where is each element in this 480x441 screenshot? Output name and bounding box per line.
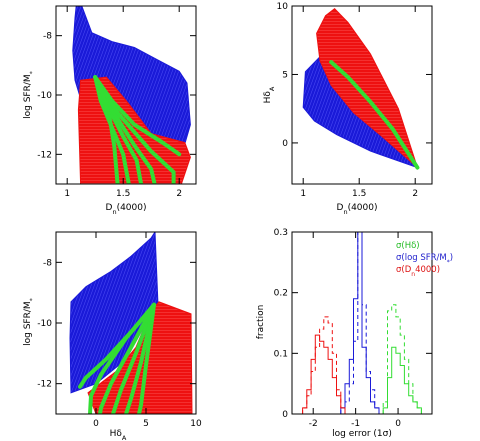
- xlabel-n: n: [343, 208, 347, 216]
- frame-top-right: [291, 5, 433, 185]
- panel-top-right: 1 1.5 2 0 5 10 Dn(4000) HδA: [263, 2, 433, 216]
- xtick-label-bottom-right-2: 0: [395, 419, 401, 429]
- ylabel-hd: Hδ: [263, 91, 273, 104]
- hist-red-solid: [302, 334, 346, 414]
- track-top-right-0: [329, 60, 420, 170]
- panel-top-right-ylabel: HδA: [263, 86, 276, 103]
- panel-bottom-left-plot: [69, 232, 193, 414]
- panel-top-left-marks: [72, 6, 191, 184]
- legend-dn-n: n: [411, 271, 415, 278]
- ytick-label-top-left-0: -12: [37, 150, 52, 160]
- ytick-label-top-right-2: 10: [277, 2, 289, 12]
- ytick-label-top-left-1: -10: [37, 91, 52, 101]
- panel-bottom-right-ylabel: fraction: [256, 305, 266, 340]
- xtick-label-top-left-1: 1.5: [116, 189, 130, 199]
- ylabel-star: *: [28, 297, 36, 301]
- hist-green-solid: [382, 346, 422, 414]
- track-bottom-left-4: [124, 302, 156, 414]
- legend-entry-hdelta: σ(Hδ): [396, 241, 420, 251]
- ytick-label-bottom-right-0: 0: [282, 410, 288, 420]
- hist-blue-solid: [340, 232, 380, 414]
- xtick-label-top-right-2: 2: [412, 189, 418, 199]
- xtick-label-bottom-right-1: -1: [351, 419, 360, 429]
- track-top-left-5: [93, 75, 120, 184]
- panel-bottom-left: 0 5 10 -12 -10 -8 HδA log SFR/M*: [23, 231, 202, 441]
- panel-top-right-ticks: 1 1.5 2 0 5 10: [277, 2, 432, 199]
- panel-bottom-left-ticks: 0 5 10 -12 -10 -8: [37, 232, 202, 429]
- xlabel-a: A: [122, 434, 127, 441]
- panel-bottom-left-xlabel: HδA: [110, 429, 127, 441]
- panel-bottom-right-xlabel: log error (1σ): [332, 429, 392, 439]
- ytick-label-bottom-left-2: -8: [43, 258, 52, 268]
- panel-top-right-xlabel: Dn(4000): [337, 203, 378, 216]
- hist-red-dashed: [302, 316, 346, 414]
- ylabel-star: *: [28, 70, 36, 74]
- legend-dn-sigma: σ(D: [396, 265, 412, 275]
- panel-bottom-right-marks: [302, 232, 422, 414]
- panel-top-left-ticks: 1 1.5 2 -12 -10 -8: [37, 6, 196, 199]
- hist-green-dashed: [382, 304, 422, 414]
- track-top-left-3: [93, 75, 157, 184]
- ylabel-log-sfr: log SFR/M: [23, 301, 33, 346]
- xlabel-n: n: [112, 208, 116, 216]
- ytick-label-top-right-1: 5: [282, 70, 288, 80]
- track-bottom-left-5: [137, 302, 156, 414]
- ytick-label-bottom-left-1: -10: [37, 319, 52, 329]
- panel-top-left-plot: [72, 6, 191, 184]
- xtick-label-bottom-right-0: -2: [309, 419, 318, 429]
- panel-top-right-plot: [302, 8, 420, 170]
- xlabel-hd: Hδ: [110, 429, 123, 439]
- xtick-label-bottom-left-1: 5: [143, 419, 149, 429]
- legend-logsfr-close: ): [450, 253, 453, 263]
- track-bottom-left-2: [98, 302, 156, 414]
- panel-top-left-ylabel: log SFR/M*: [23, 70, 36, 119]
- panel-bottom-right: -2 -1 000.10.20.3 log error (1σ) fraction …: [256, 228, 453, 439]
- panel-bottom-right-ticks: -2 -1 0 0 0.1 0.2 0.3: [274, 228, 432, 429]
- xtick-label-bottom-left-0: 0: [93, 419, 99, 429]
- panel-bottom-right-frame: [291, 231, 433, 415]
- ylabel-a: A: [268, 86, 276, 91]
- legend-logsfr-main: σ(log SFR/M: [396, 253, 447, 263]
- legend-dn-4000: 4000): [415, 265, 440, 275]
- xlabel-4000: (4000): [117, 203, 147, 213]
- track-bottom-left-1: [88, 302, 156, 414]
- ytick-label-bottom-right-3: 0.3: [274, 228, 288, 238]
- track-bottom-left-3: [111, 302, 156, 414]
- xtick-label-top-left-2: 2: [176, 189, 182, 199]
- legend-logsfr-star: *: [447, 259, 450, 266]
- legend: σ(Hδ) σ(log SFR/M*) σ(Dn4000): [396, 241, 453, 278]
- panel-bottom-left-ylabel: log SFR/M*: [23, 297, 36, 346]
- panel-top-left-xlabel: Dn(4000): [106, 203, 147, 216]
- xtick-label-top-left-0: 1: [64, 189, 70, 199]
- xlabel-4000: (4000): [348, 203, 378, 213]
- xlabel-d: D: [106, 203, 113, 213]
- xtick-label-bottom-left-2: 10: [190, 419, 202, 429]
- panel-top-left: 1 1.5 2 -12 -10 -8 Dn(4000) log SFR/M*: [23, 5, 197, 216]
- frame-bottom-right: [291, 231, 433, 415]
- ytick-label-top-left-2: -8: [43, 32, 52, 42]
- ytick-label-bottom-left-0: -12: [37, 380, 52, 390]
- legend-entry-logsfr: σ(log SFR/M*): [396, 253, 453, 266]
- xlabel-d: D: [337, 203, 344, 213]
- ytick-label-bottom-right-2: 0.2: [274, 289, 288, 299]
- legend-entry-dn4000: σ(Dn4000): [396, 265, 440, 278]
- panel-top-right-frame: [291, 5, 433, 185]
- xtick-label-top-right-0: 1: [300, 189, 306, 199]
- hist-blue-dashed: [340, 232, 380, 414]
- panel-top-right-marks: [302, 8, 420, 170]
- track-top-left-4: [93, 75, 176, 184]
- ytick-label-bottom-right-1: 0.1: [274, 349, 288, 359]
- panel-bottom-right-plot: [302, 232, 422, 414]
- ylabel-log-sfr: log SFR/M: [23, 74, 33, 119]
- panel-bottom-left-marks: [69, 232, 193, 414]
- ytick-label-top-right-0: 0: [282, 139, 288, 149]
- xtick-label-top-right-1: 1.5: [352, 189, 366, 199]
